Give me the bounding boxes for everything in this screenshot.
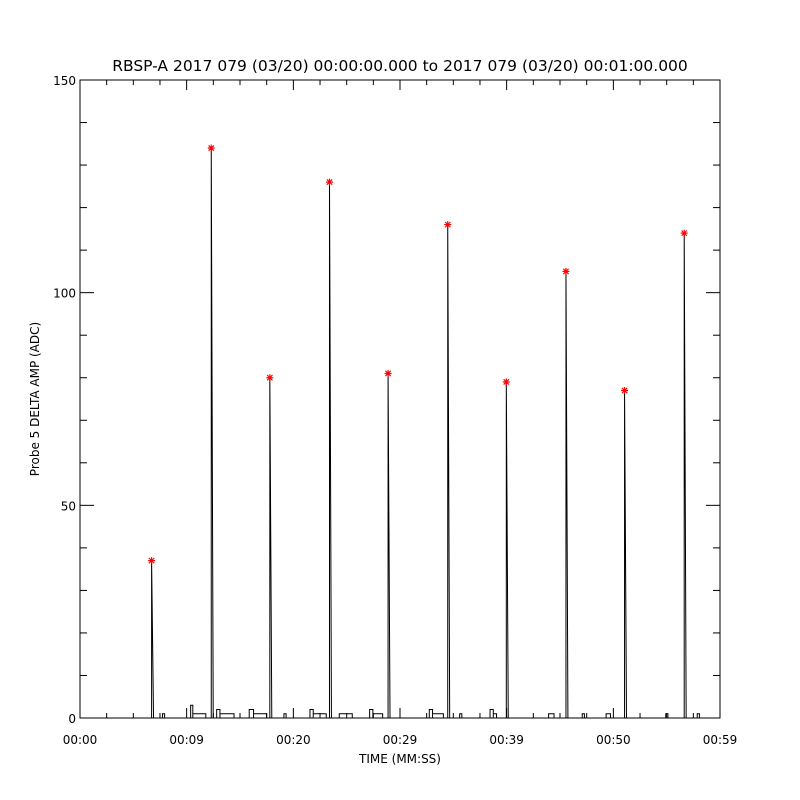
peak-marker — [621, 386, 629, 394]
x-tick-label: 00:50 — [596, 733, 631, 747]
peak-marker — [325, 178, 333, 186]
y-tick-label: 150 — [53, 74, 76, 88]
peak-marker — [680, 229, 688, 237]
peak-marker — [502, 378, 510, 386]
x-tick-label: 00:39 — [489, 733, 524, 747]
y-tick-label: 50 — [61, 499, 76, 513]
peak-marker — [266, 374, 274, 382]
peak-marker-stroke — [562, 268, 570, 275]
x-tick-label: 00:29 — [383, 733, 418, 747]
peak-marker — [148, 557, 156, 565]
x-tick-label: 00:09 — [169, 733, 204, 747]
peak-marker-stroke — [385, 370, 392, 377]
peak-marker — [562, 267, 570, 275]
x-axis-ticks: 00:00 00:09 00:20 00:29 00:39 00:50 00:59 — [63, 80, 738, 747]
peak-marker — [207, 144, 215, 152]
peak-marker-stroke — [621, 387, 628, 394]
peak-marker-stroke — [326, 179, 333, 186]
peak-marker-stroke — [208, 145, 215, 152]
data-series — [80, 148, 720, 719]
peak-markers — [148, 144, 688, 565]
y-axis-ticks: 0 50 100 150 — [53, 74, 720, 726]
x-tick-label: 00:20 — [276, 733, 311, 747]
peak-marker-stroke — [148, 557, 155, 564]
peak-marker-stroke — [444, 221, 451, 228]
y-tick-label: 100 — [53, 287, 76, 301]
y-axis-label: Probe 5 DELTA AMP (ADC) — [28, 322, 42, 476]
peak-marker-stroke — [503, 378, 510, 386]
peak-marker-stroke — [681, 230, 688, 237]
series-line — [80, 148, 720, 719]
peak-marker-stroke — [266, 374, 273, 381]
peak-marker — [384, 369, 392, 377]
x-axis-label: TIME (MM:SS) — [358, 752, 441, 766]
x-tick-label: 00:59 — [703, 733, 738, 747]
chart-title: RBSP-A 2017 079 (03/20) 00:00:00.000 to … — [112, 57, 688, 75]
y-tick-label: 0 — [68, 712, 76, 726]
peak-marker — [444, 221, 452, 229]
x-tick-label: 00:00 — [63, 733, 98, 747]
